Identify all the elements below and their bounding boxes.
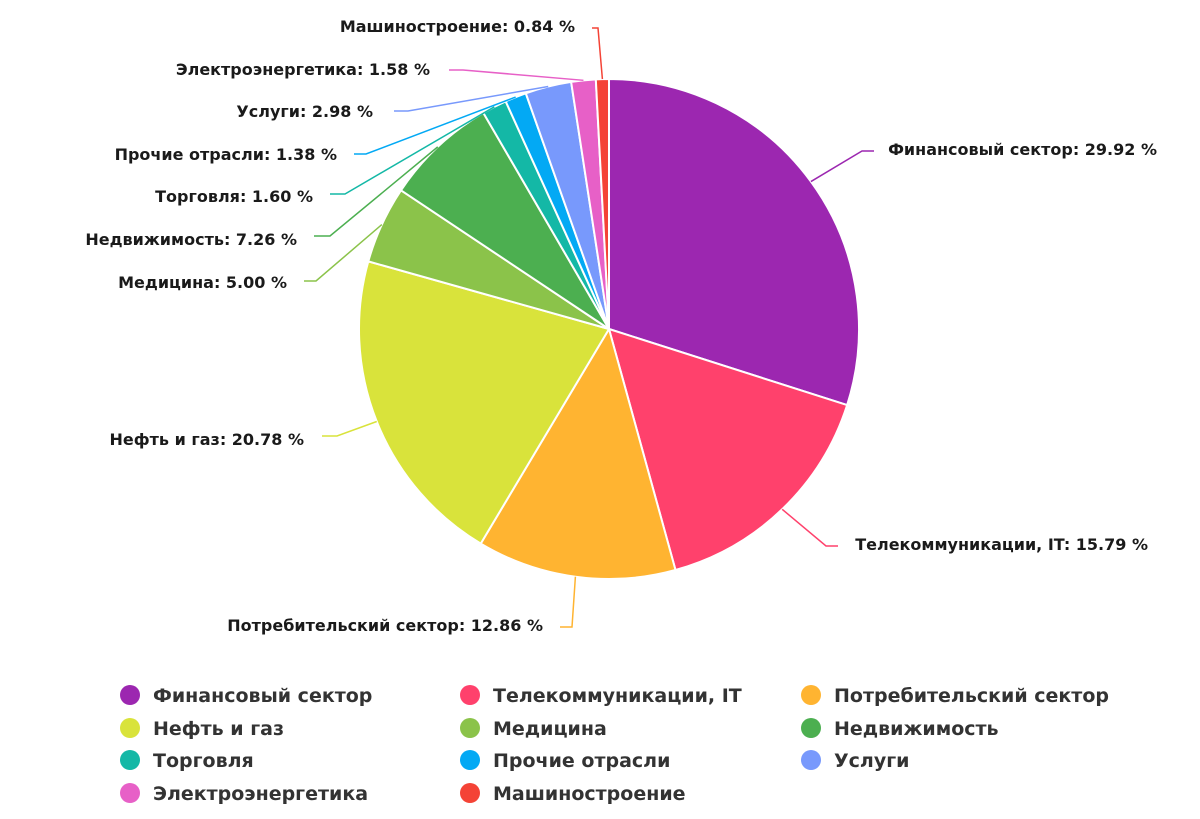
legend-marker <box>120 750 140 770</box>
legend-label: Услуги <box>834 750 909 772</box>
legend-label: Прочие отрасли <box>493 750 670 772</box>
legend-label: Машиностроение <box>493 783 686 805</box>
legend-label: Торговля <box>153 750 254 772</box>
legend-label: Телекоммуникации, IT <box>493 685 742 707</box>
legend-marker <box>801 750 821 770</box>
legend: Финансовый сектор Телекоммуникации, IT Пот… <box>120 685 1109 805</box>
legend-label: Нефть и газ <box>153 718 284 740</box>
legend-label: Потребительский сектор <box>834 685 1109 707</box>
pie-slice-нефть-и-газ[interactable] <box>358 260 610 545</box>
legend-label: Электроэнергетика <box>153 783 368 805</box>
legend-item-телекоммуникации-it[interactable]: Телекоммуникации, IT <box>460 685 742 707</box>
data-label-недвижимость: Недвижимость: 7.26 % <box>85 230 297 249</box>
legend-item-недвижимость[interactable]: Недвижимость <box>801 718 999 740</box>
legend-item-прочие-отрасли[interactable]: Прочие отрасли <box>460 750 670 772</box>
connector-медицина <box>304 224 383 282</box>
legend-marker <box>120 783 140 803</box>
legend-item-электроэнергетика[interactable]: Электроэнергетика <box>120 783 368 805</box>
connector-недвижимость <box>314 146 439 237</box>
legend-item-услуги[interactable]: Услуги <box>801 750 909 772</box>
pie-slices <box>358 78 861 580</box>
connector-телекоммуникации-it <box>781 508 838 547</box>
data-label-потребительский-сектор: Потребительский сектор: 12.86 % <box>227 616 543 635</box>
connector-машиностроение <box>592 27 604 80</box>
data-label-медицина: Медицина: 5.00 % <box>118 273 287 292</box>
legend-label: Недвижимость <box>834 718 999 740</box>
connector-услуги <box>394 85 549 112</box>
connector-нефть-и-газ <box>322 420 378 437</box>
legend-item-потребительский-сектор[interactable]: Потребительский сектор <box>801 685 1109 707</box>
legend-marker <box>460 685 480 705</box>
connector-финансовый-сектор <box>810 150 874 183</box>
pie-slice-телекоммуникации-it[interactable] <box>608 328 849 571</box>
legend-marker <box>460 750 480 770</box>
legend-label: Медицина <box>493 718 607 740</box>
data-labels: Финансовый сектор: 29.92 % Телекоммуникац… <box>85 17 1157 635</box>
legend-marker <box>120 685 140 705</box>
legend-item-торговля[interactable]: Торговля <box>120 750 254 772</box>
label-connectors <box>304 27 874 628</box>
connector-прочие-отрасли <box>354 96 516 155</box>
legend-marker <box>120 718 140 738</box>
pie-slice-финансовый-сектор[interactable] <box>608 78 861 407</box>
legend-marker <box>801 685 821 705</box>
legend-item-машиностроение[interactable]: Машиностроение <box>460 783 686 805</box>
legend-marker <box>460 718 480 738</box>
legend-marker <box>801 718 821 738</box>
data-label-электроэнергетика: Электроэнергетика: 1.58 % <box>176 60 430 79</box>
data-label-услуги: Услуги: 2.98 % <box>236 102 373 121</box>
data-label-прочие-отрасли: Прочие отрасли: 1.38 % <box>115 145 337 164</box>
legend-label: Финансовый сектор <box>153 685 372 707</box>
legend-item-нефть-и-газ[interactable]: Нефть и газ <box>120 718 284 740</box>
data-label-финансовый-сектор: Финансовый сектор: 29.92 % <box>888 140 1157 159</box>
connector-потребительский-сектор <box>560 576 577 628</box>
legend-marker <box>460 783 480 803</box>
data-label-телекоммуникации-it: Телекоммуникации, IT: 15.79 % <box>855 535 1148 554</box>
legend-item-финансовый-сектор[interactable]: Финансовый сектор <box>120 685 372 707</box>
data-label-нефть-и-газ: Нефть и газ: 20.78 % <box>110 430 305 449</box>
data-label-торговля: Торговля: 1.60 % <box>155 187 313 206</box>
data-label-машиностроение: Машиностроение: 0.84 % <box>340 17 575 36</box>
connector-торговля <box>330 106 495 195</box>
legend-item-медицина[interactable]: Медицина <box>460 718 607 740</box>
connector-электроэнергетика <box>449 69 584 82</box>
